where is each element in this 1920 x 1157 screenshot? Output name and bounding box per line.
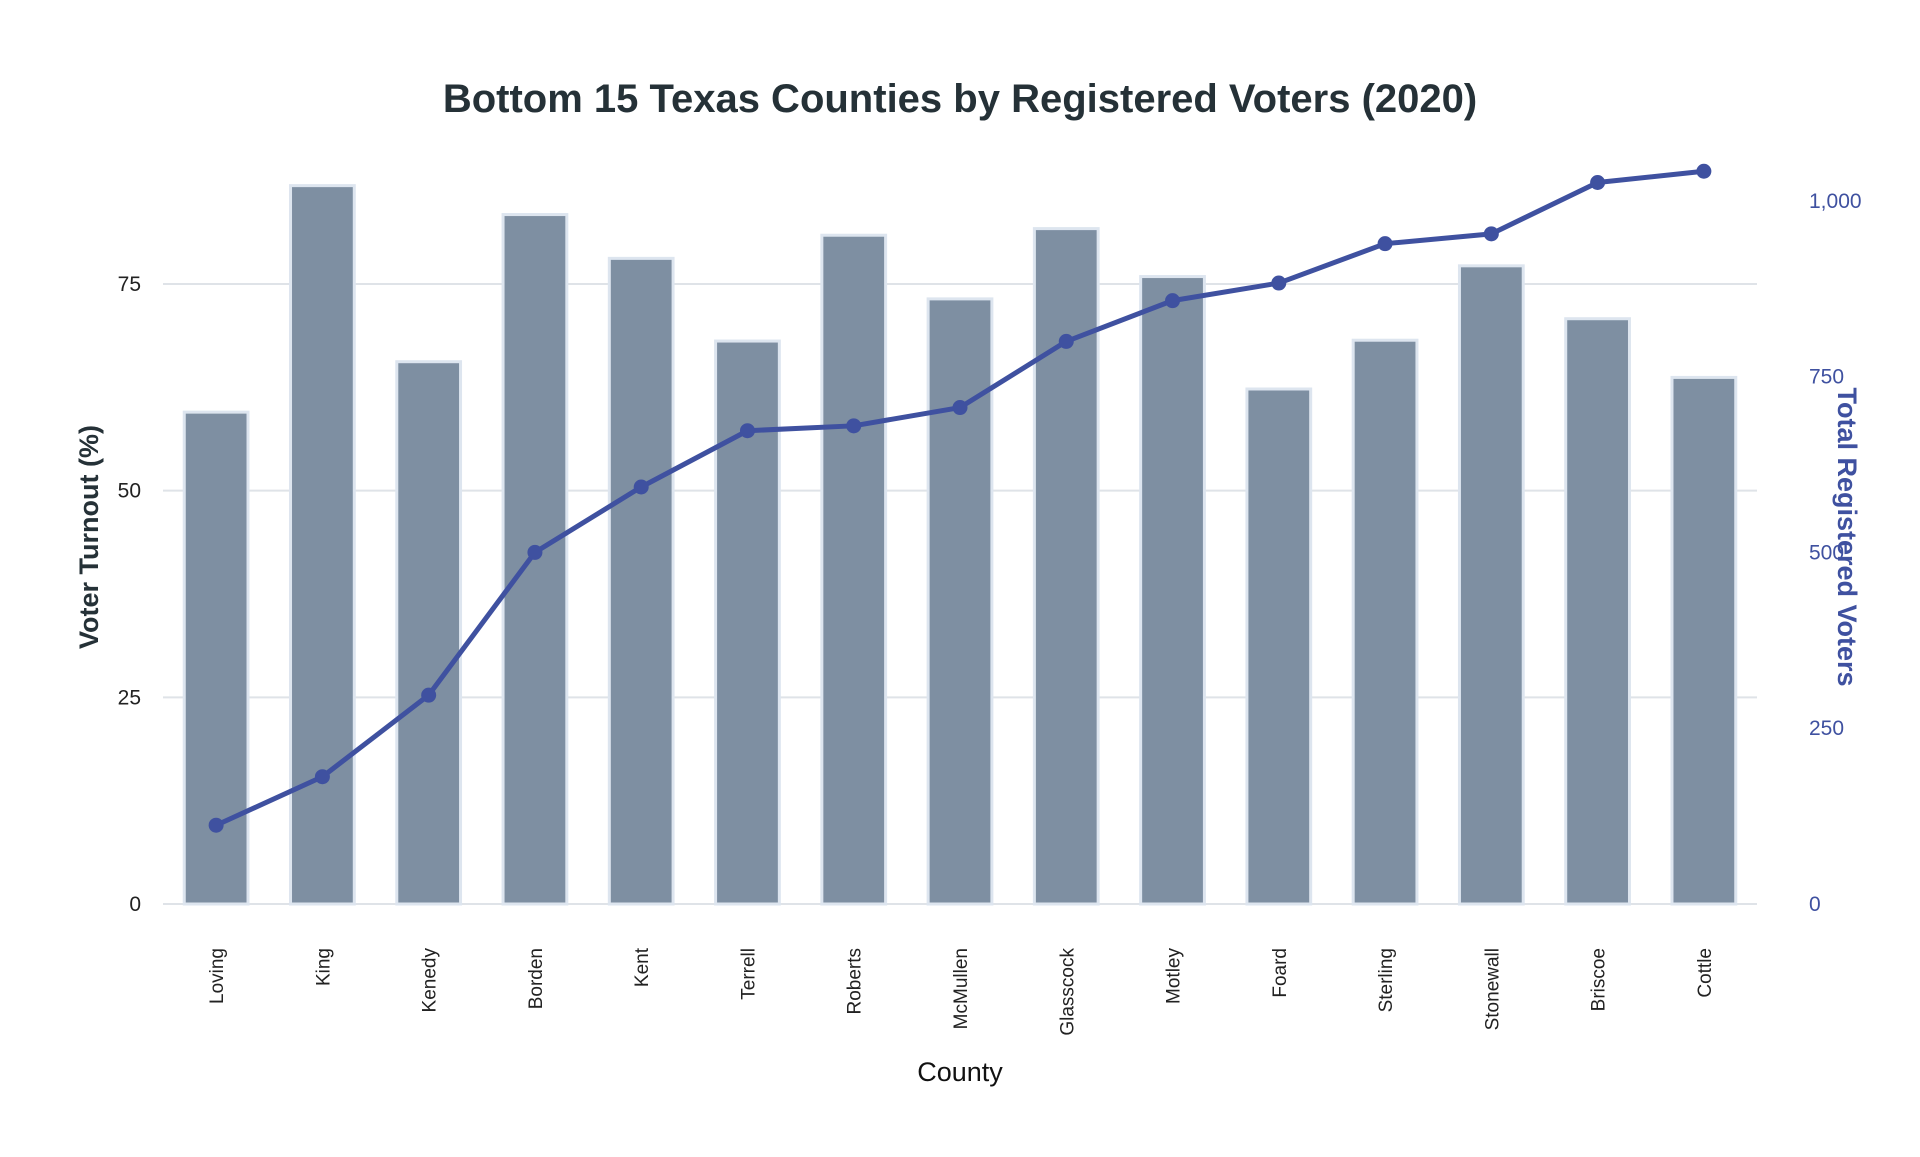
y2-tick-label: 250 (1809, 717, 1844, 740)
x-tick-label: Sterling (1376, 948, 1397, 1012)
y2-tick-label: 0 (1809, 893, 1821, 916)
x-tick-label: Briscoe (1589, 948, 1610, 1011)
y-tick-label: 0 (129, 893, 141, 916)
line-point (1165, 293, 1181, 309)
bar (395, 360, 463, 906)
x-tick-label: Kenedy (420, 948, 441, 1013)
right-y-axis: 0 250 500 750 1,000 (1809, 190, 1862, 916)
line-point (421, 687, 437, 703)
y2-tick-label: 1,000 (1809, 190, 1862, 213)
y-tick-label: 75 (118, 273, 141, 296)
x-tick-label: Motley (1164, 948, 1185, 1004)
bar (1351, 338, 1419, 906)
line-point (1590, 175, 1606, 191)
x-tick-label: Loving (207, 948, 228, 1004)
left-y-axis: 0 25 50 75 (118, 273, 141, 916)
bar (1139, 275, 1206, 906)
bar (289, 184, 356, 906)
x-axis-title: County (917, 1057, 1003, 1087)
line-point (1696, 163, 1712, 179)
line-point (527, 544, 543, 560)
line-point (1058, 333, 1074, 349)
y-axis-title-right: Total Registered Voters (1832, 387, 1862, 686)
x-tick-label: Foard (1270, 948, 1291, 998)
x-tick-label: Stonewall (1482, 948, 1503, 1030)
line-point (208, 817, 224, 833)
line-point (739, 423, 755, 439)
line-point (846, 418, 862, 434)
x-tick-label: McMullen (951, 948, 972, 1029)
x-tick-label: Kent (632, 947, 653, 987)
y-tick-label: 50 (118, 480, 141, 503)
line-point (1271, 275, 1287, 291)
x-tick-label: Cottle (1695, 948, 1716, 998)
bar (1032, 227, 1100, 906)
line-series (208, 163, 1712, 833)
x-tick-label: Glasscock (1057, 948, 1078, 1036)
x-tick-label: Borden (526, 948, 547, 1009)
bar (1457, 264, 1525, 906)
line-point (1377, 236, 1393, 252)
y2-tick-label: 500 (1809, 541, 1844, 564)
x-tick-label: Terrell (738, 948, 759, 1000)
bar (1670, 375, 1738, 906)
bar (1564, 317, 1631, 906)
x-tick-label: King (313, 948, 334, 986)
line-point (633, 479, 649, 495)
bar (820, 233, 888, 906)
y-axis-title-left: Voter Turnout (%) (74, 425, 104, 649)
bar (1245, 387, 1313, 906)
x-tick-label: Roberts (845, 948, 866, 1015)
y-tick-label: 25 (118, 686, 141, 709)
line-point (952, 400, 968, 416)
bar-series (182, 184, 1738, 906)
line-point (314, 769, 330, 785)
chart-title: Bottom 15 Texas Counties by Registered V… (443, 77, 1477, 121)
bar (926, 297, 994, 906)
bar (607, 256, 675, 906)
x-axis: Loving King Kenedy Borden Kent Terrell Roberts… (207, 947, 1716, 1035)
line-point (1483, 226, 1499, 242)
y2-tick-label: 750 (1809, 366, 1844, 389)
